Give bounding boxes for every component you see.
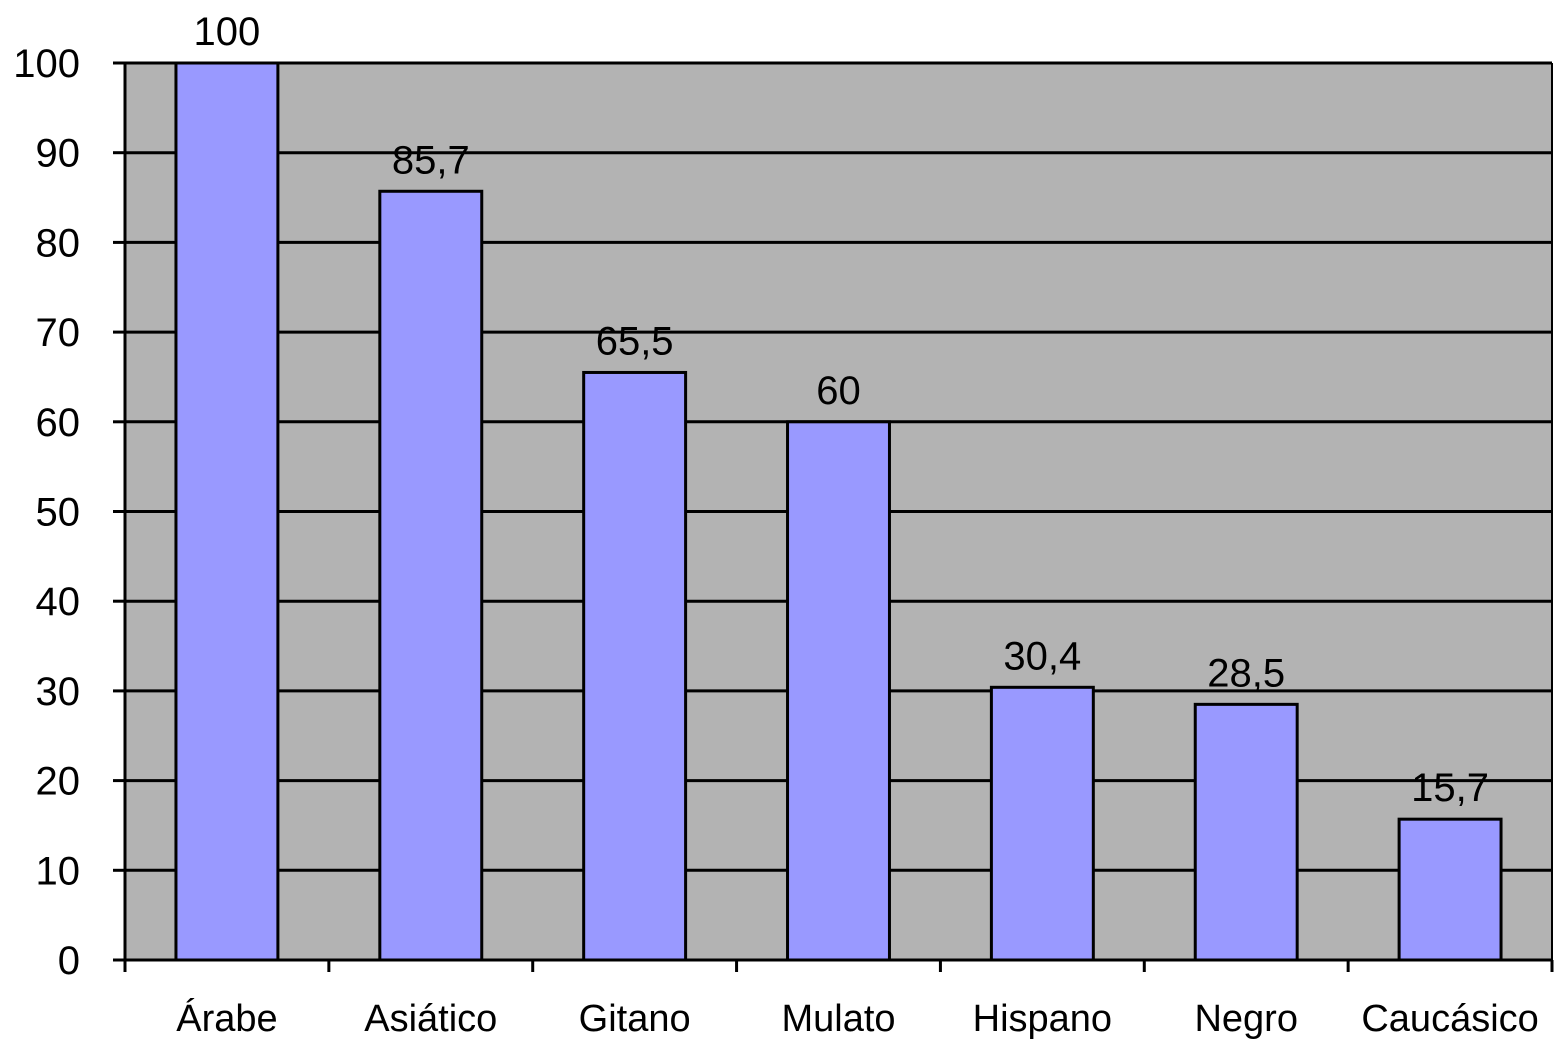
- x-category-label-1: Árabe: [176, 997, 277, 1040]
- bar-5: [989, 685, 1095, 962]
- y-tick-label-50: 50: [36, 491, 81, 535]
- bar-1: [174, 61, 280, 962]
- data-label-7: 15,7: [1411, 766, 1489, 810]
- bar-6: [1193, 702, 1299, 962]
- x-category-label-3: Gitano: [579, 998, 691, 1040]
- y-tick-label-70: 70: [36, 311, 81, 355]
- data-label-2: 85,7: [392, 138, 470, 182]
- x-axis-ticks: Árabe Asiático Gitano Mulato Hispano Negro Cau…: [123, 960, 1554, 1040]
- y-tick-label-90: 90: [36, 132, 81, 176]
- x-category-label-4: Mulato: [781, 998, 895, 1040]
- data-labels: 100 85,7 65,5 60 30,4 28,5 15,7: [194, 10, 1489, 810]
- bar-4: [786, 420, 891, 962]
- x-category-label-7: Caucásico: [1361, 998, 1538, 1040]
- y-tick-label-40: 40: [36, 580, 81, 624]
- data-label-1: 100: [194, 10, 261, 54]
- data-label-5: 30,4: [1003, 634, 1081, 678]
- y-tick-label-20: 20: [36, 760, 81, 804]
- y-tick-label-60: 60: [36, 401, 81, 445]
- y-tick-label-10: 10: [36, 849, 81, 893]
- bars: [174, 61, 1503, 962]
- y-tick-label-100: 100: [13, 42, 80, 86]
- x-category-label-5: Hispano: [973, 998, 1112, 1040]
- axes: [113, 63, 1553, 970]
- x-category-label-6: Negro: [1194, 998, 1298, 1040]
- y-axis-ticks: 0 10 20 30 40 50 60 70 80 90 100: [13, 42, 125, 983]
- bar-2: [378, 189, 484, 962]
- bar-7: [1397, 817, 1503, 962]
- bar-3: [582, 370, 688, 962]
- data-label-6: 28,5: [1207, 651, 1285, 695]
- x-category-label-2: Asiático: [364, 998, 497, 1040]
- data-label-4: 60: [816, 369, 861, 413]
- y-tick-label-80: 80: [36, 221, 81, 265]
- data-label-3: 65,5: [596, 319, 674, 363]
- y-tick-label-0: 0: [58, 939, 80, 983]
- y-tick-label-30: 30: [36, 670, 81, 714]
